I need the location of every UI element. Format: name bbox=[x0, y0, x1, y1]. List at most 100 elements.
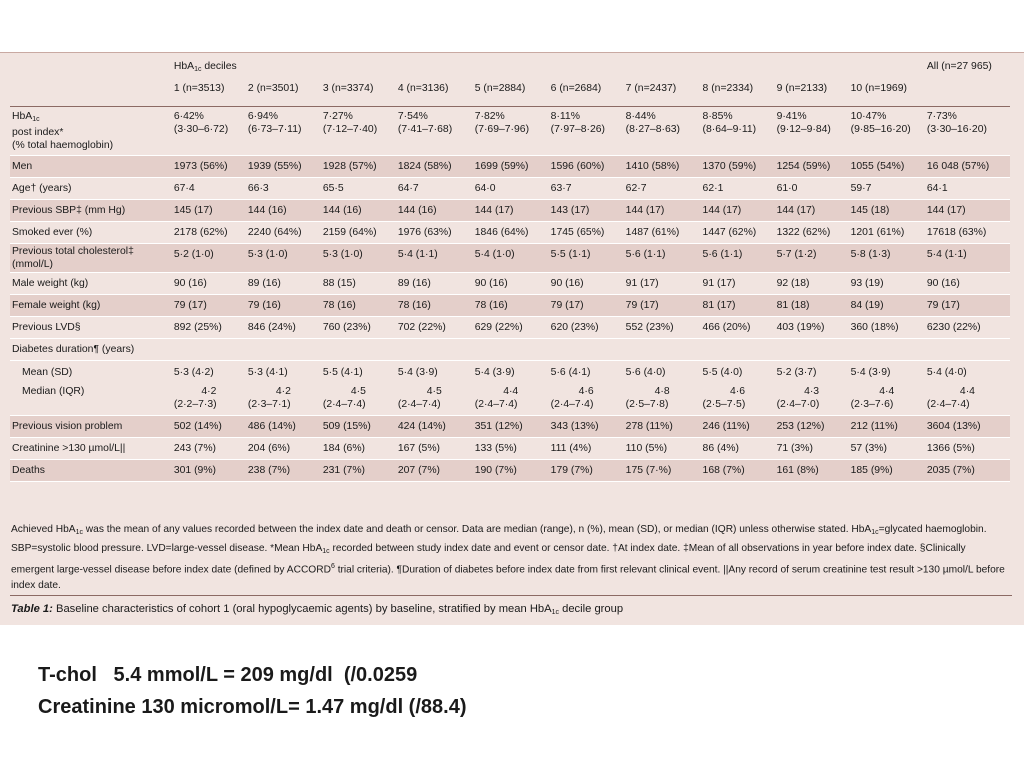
table-cell: 4·5 (2·4–7·4) bbox=[395, 383, 473, 416]
table-cell: 6230 (22%) bbox=[924, 316, 1010, 339]
table-cell: 1939 (55%) bbox=[245, 155, 321, 178]
column-header bbox=[924, 82, 1010, 107]
table-cell: 466 (20%) bbox=[700, 316, 775, 339]
table-cell: 179 (7%) bbox=[548, 459, 624, 482]
row-label-text: Creatinine >130 µmol/L|| bbox=[12, 443, 126, 454]
table-cell: 4·2 (2·3–7·1) bbox=[245, 383, 321, 416]
table-row: Previous LVD§ 892 (25%) 846 (24%) 760 (23%)… bbox=[10, 316, 1010, 339]
table-cell: 4·8 (2·5–7·8) bbox=[623, 383, 701, 416]
table-cell: 64·0 bbox=[472, 177, 549, 200]
table-cell: 5·3 (4·1) bbox=[247, 366, 288, 378]
cell-iqr: (2·5–7·8) bbox=[625, 399, 669, 410]
table-cell: 846 (24%) bbox=[245, 316, 321, 339]
cell-median: 4·4 bbox=[879, 386, 895, 397]
table-cell: 111 (4%) bbox=[548, 437, 624, 460]
table-cell: 1976 (63%) bbox=[395, 221, 473, 244]
table-cell: 143 (17) bbox=[548, 199, 624, 222]
table-cell: 5·5 (4·0) bbox=[702, 366, 743, 378]
table-cell: 65·5 bbox=[320, 177, 396, 200]
table-cell: 7·54% (7·41–7·68) bbox=[395, 106, 473, 156]
row-label-text: Female weight (kg) bbox=[12, 300, 101, 311]
table-cell: 4·4 (2·3–7·6) bbox=[848, 383, 925, 416]
cell-median: 4·3 bbox=[804, 386, 820, 397]
cell-range: (7·41–7·68) bbox=[397, 124, 453, 135]
cell-range: (3·30–16·20) bbox=[926, 124, 987, 135]
table-cell: 184 (6%) bbox=[320, 437, 396, 460]
table-cell: 92 (18) bbox=[774, 272, 849, 295]
table-cell: 238 (7%) bbox=[245, 459, 321, 482]
table-cell: 168 (7%) bbox=[700, 459, 775, 482]
row-label-text: Previous vision problem bbox=[12, 421, 123, 432]
row-label: Deaths bbox=[10, 459, 172, 482]
cell-range: (3·30–6·72) bbox=[173, 124, 229, 135]
cell-range: (8·27–8·63) bbox=[625, 124, 680, 135]
table-cell: 167 (5%) bbox=[395, 437, 473, 460]
table-cell: 892 (25%) bbox=[171, 316, 246, 339]
table-cell: 403 (19%) bbox=[774, 316, 849, 339]
table-cell: 81 (17) bbox=[700, 294, 775, 317]
table-cell: 79 (17) bbox=[623, 294, 701, 317]
table-row: Male weight (kg) 90 (16) 89 (16) 88 (15) 89 … bbox=[10, 272, 1010, 295]
table-cell: 5·4 (3·9) bbox=[397, 366, 438, 378]
table-cell: 145 (17) bbox=[171, 199, 246, 222]
table-cell: 8·44% (8·27–8·63) bbox=[623, 106, 701, 156]
table-cell: 424 (14%) bbox=[395, 415, 473, 438]
table-cell: 78 (16) bbox=[395, 294, 473, 317]
table-cell: 486 (14%) bbox=[245, 415, 321, 438]
table-cell: 71 (3%) bbox=[774, 437, 849, 460]
table-cell: 78 (16) bbox=[320, 294, 396, 317]
row-label: Age† (years) bbox=[10, 177, 172, 200]
table-cell: 133 (5%) bbox=[472, 437, 549, 460]
table-cell: 5·6 (4·0) bbox=[625, 366, 666, 378]
table-cell: 243 (7%) bbox=[171, 437, 246, 460]
column-header: 1 (n=3513) bbox=[171, 82, 246, 107]
row-label-text: Age† (years) bbox=[12, 183, 72, 194]
row-label: HbA1c post index* (% total haemoglobin) bbox=[10, 106, 172, 156]
table-cell: 2159 (64%) bbox=[320, 221, 396, 244]
table-row: Previous total cholesterol‡ (mmol/L) 5·2 (… bbox=[10, 243, 1010, 273]
row-label: Male weight (kg) bbox=[10, 272, 172, 295]
row-label: Smoked ever (%) bbox=[10, 221, 172, 244]
row-label-text: Previous LVD§ bbox=[12, 322, 81, 333]
row-label: Median (IQR) bbox=[10, 383, 172, 416]
cell-mean: 7·27% bbox=[322, 111, 353, 122]
table-cell: 5·3 (1·0) bbox=[320, 243, 396, 273]
cell-median: 4·6 bbox=[578, 386, 594, 397]
header-blank bbox=[10, 82, 172, 107]
header-row-groups: HbA1c deciles All (n=27 965) bbox=[10, 60, 1010, 82]
row-blank bbox=[171, 338, 1010, 361]
table-cell: 5·4 (1·1) bbox=[924, 243, 1010, 273]
cell-range: (6·73–7·11) bbox=[247, 124, 302, 135]
column-header: 5 (n=2884) bbox=[472, 82, 549, 107]
table-row: Previous SBP‡ (mm Hg) 145 (17) 144 (16) 144… bbox=[10, 199, 1010, 222]
table-cell: 231 (7%) bbox=[320, 459, 396, 482]
row-label: Previous SBP‡ (mm Hg) bbox=[10, 199, 172, 222]
cell-mean: 10·47% bbox=[850, 111, 887, 122]
table-cell: 5·6 (4·1) bbox=[550, 366, 591, 378]
table-cell: 79 (16) bbox=[245, 294, 321, 317]
cell-iqr: (2·4–7·0) bbox=[776, 399, 820, 410]
row-label-text: (mmol/L) bbox=[12, 259, 53, 270]
table-cell: 2240 (64%) bbox=[245, 221, 321, 244]
table-cell: 360 (18%) bbox=[848, 316, 925, 339]
table-cell: 90 (16) bbox=[472, 272, 549, 295]
table-cell: 5·3 (4·2) bbox=[173, 366, 214, 378]
table-cell: 185 (9%) bbox=[848, 459, 925, 482]
table-cell: 207 (7%) bbox=[395, 459, 473, 482]
cell-iqr: (2·4–7·4) bbox=[926, 399, 970, 410]
table-cell: 10·47% (9·85–16·20) bbox=[848, 106, 925, 156]
table-cell: 90 (16) bbox=[171, 272, 246, 295]
table-cell: 144 (17) bbox=[700, 199, 775, 222]
table-cell: 7·27% (7·12–7·40) bbox=[320, 106, 396, 156]
table-cell: 79 (17) bbox=[548, 294, 624, 317]
table-cell: 7·73% (3·30–16·20) bbox=[924, 106, 1010, 156]
table-cell: 5·4 (1·0) bbox=[472, 243, 549, 273]
table-cell: 278 (11%) bbox=[623, 415, 701, 438]
row-label-text: Deaths bbox=[12, 465, 45, 476]
table-cell: 4·3 (2·4–7·0) bbox=[774, 383, 849, 416]
conversion-note-creatinine: Creatinine 130 micromol/L= 1.47 mg/dl (/… bbox=[38, 696, 467, 718]
table-cell: 9·41% (9·12–9·84) bbox=[774, 106, 849, 156]
table-cell: 1487 (61%) bbox=[623, 221, 701, 244]
table-cell: 62·1 bbox=[700, 177, 775, 200]
row-label-text: Male weight (kg) bbox=[12, 278, 89, 289]
